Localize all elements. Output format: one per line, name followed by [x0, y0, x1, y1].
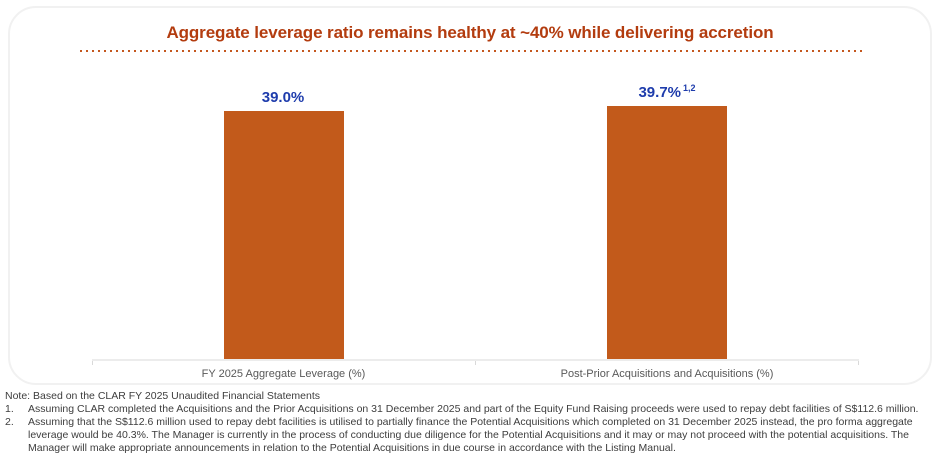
footnote-number: 1. — [5, 403, 14, 415]
note-intro: Note: Based on the CLAR FY 2025 Unaudite… — [5, 390, 320, 402]
bar-group-post-prior: 39.7% 1,2 — [607, 83, 727, 359]
dotted-divider — [80, 50, 864, 52]
footnote-text: Assuming CLAR completed the Acquisitions… — [28, 403, 919, 415]
chart-title: Aggregate leverage ratio remains healthy… — [166, 23, 774, 42]
bar-value-text: 39.7% — [638, 84, 682, 101]
axis-tick-right — [858, 361, 859, 365]
x-axis-line — [92, 359, 859, 365]
bar-value-superscript: 1,2 — [683, 83, 696, 93]
bar-fy2025-aggregate-leverage — [224, 111, 344, 359]
footnote-1: 1. Assuming CLAR completed the Acquisiti… — [5, 403, 933, 416]
x-axis-label-fy2025: FY 2025 Aggregate Leverage (%) — [201, 368, 366, 380]
bar-value-label-fy2025: 39.0% — [262, 88, 307, 106]
bar-group-fy2025: 39.0% — [224, 89, 344, 359]
bar-value-label-post-prior: 39.7% 1,2 — [638, 83, 695, 101]
footnote-text: Assuming that the S$112.6 million used t… — [28, 416, 913, 454]
chart-card: Aggregate leverage ratio remains healthy… — [8, 6, 932, 385]
footnote-2: 2. Assuming that the S$112.6 million use… — [5, 416, 933, 455]
footnotes: Note: Based on the CLAR FY 2025 Unaudite… — [5, 390, 933, 455]
bar-value-text: 39.0% — [261, 89, 305, 106]
footnote-number: 2. — [5, 416, 14, 428]
bar-post-prior-acquisitions — [607, 106, 727, 359]
axis-tick-left — [92, 361, 93, 365]
x-axis-label-post-prior: Post-Prior Acquisitions and Acquisitions… — [560, 368, 774, 380]
axis-tick-middle — [475, 361, 476, 365]
bar-chart: 39.0% 39.7% 1,2 — [92, 8, 859, 365]
